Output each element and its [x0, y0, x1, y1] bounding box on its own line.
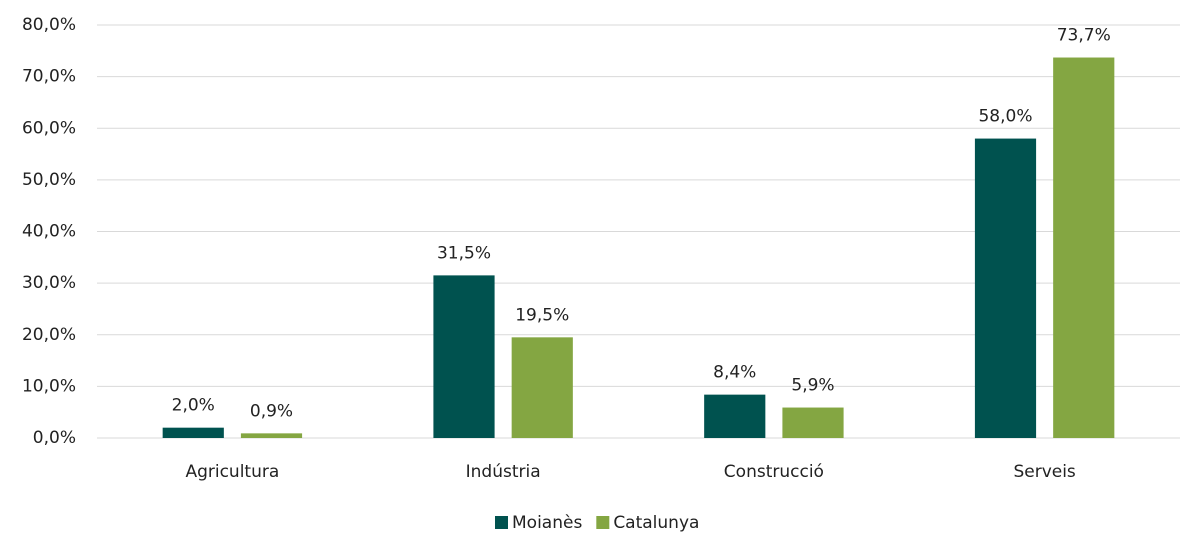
value-label: 19,5%	[515, 305, 569, 325]
y-tick-label: 30,0%	[22, 273, 76, 293]
legend-swatch	[495, 516, 508, 529]
x-tick-label: Agricultura	[185, 462, 279, 482]
bar	[511, 337, 573, 438]
x-tick-label: Indústria	[466, 462, 541, 482]
y-tick-label: 60,0%	[22, 118, 76, 138]
value-label: 5,9%	[791, 376, 834, 396]
x-tick-label: Construcció	[724, 462, 824, 482]
bar	[704, 394, 766, 438]
value-label: 2,0%	[172, 396, 215, 416]
y-tick-label: 20,0%	[22, 325, 76, 345]
value-label: 8,4%	[713, 363, 756, 383]
y-tick-label: 0,0%	[33, 428, 76, 448]
value-label: 31,5%	[437, 243, 491, 263]
value-label: 73,7%	[1057, 26, 1111, 46]
bar	[782, 407, 844, 438]
bar	[974, 138, 1037, 438]
bar	[240, 433, 303, 438]
y-tick-label: 70,0%	[22, 67, 76, 87]
y-tick-label: 10,0%	[22, 376, 76, 396]
bar	[433, 275, 495, 438]
value-label: 58,0%	[978, 107, 1032, 127]
bar	[1053, 57, 1115, 439]
x-tick-label: Serveis	[1013, 462, 1075, 482]
legend-swatch	[596, 516, 610, 529]
value-label: 0,9%	[250, 401, 293, 421]
legend-label: Catalunya	[613, 513, 699, 533]
y-tick-label: 40,0%	[22, 222, 76, 242]
y-tick-label: 50,0%	[22, 170, 76, 190]
bar	[162, 427, 224, 438]
legend-label: Moianès	[512, 513, 582, 533]
y-tick-label: 80,0%	[22, 15, 76, 35]
